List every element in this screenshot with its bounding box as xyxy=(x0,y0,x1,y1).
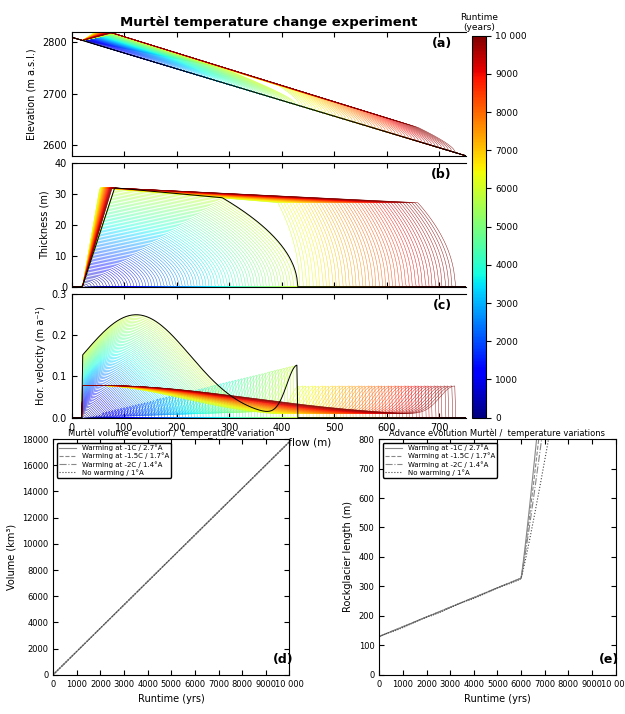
Title: Advance evolution Murtèl /  temperature variations: Advance evolution Murtèl / temperature v… xyxy=(389,429,606,438)
Line: Warming at -1C / 2.7°A: Warming at -1C / 2.7°A xyxy=(53,442,289,675)
Warming at -2C / 1.4°A xyxy=(286,438,293,446)
Warming at -1C / 2.7°A xyxy=(163,558,171,567)
Y-axis label: Volume (km³): Volume (km³) xyxy=(6,524,16,590)
Warming at -1C / 2.7°A xyxy=(424,613,431,621)
Warming at -1C / 2.7°A xyxy=(286,438,293,446)
Warming at -1C / 2.7°A xyxy=(243,480,251,488)
Warming at -1.5C / 1.7°A xyxy=(559,211,567,219)
Warming at -2C / 1.4°A xyxy=(190,532,198,540)
Legend: Warming at -1C / 2.7°A, Warming at -1.5C / 1.7°A, Warming at -2C / 1.4°A, No war: Warming at -1C / 2.7°A, Warming at -1.5C… xyxy=(57,443,171,478)
Warming at -1C / 2.7°A xyxy=(376,632,383,640)
Line: Warming at -2C / 1.4°A: Warming at -2C / 1.4°A xyxy=(53,442,289,675)
Warming at -1C / 2.7°A xyxy=(280,443,288,452)
No warming / 1°A xyxy=(376,632,383,640)
No warming / 1°A xyxy=(612,33,619,41)
Warming at -2C / 1.4°A xyxy=(49,670,57,679)
Text: (c): (c) xyxy=(432,299,452,312)
Text: (b): (b) xyxy=(431,168,452,181)
Warming at -1.5C / 1.7°A xyxy=(162,560,169,568)
Title: Runtime
(years): Runtime (years) xyxy=(460,13,498,32)
No warming / 1°A xyxy=(49,670,57,679)
Warming at -1.5C / 1.7°A xyxy=(163,558,171,567)
Warming at -1C / 2.7°A xyxy=(177,544,185,553)
Warming at -1.5C / 1.7°A xyxy=(390,626,398,635)
No warming / 1°A xyxy=(568,299,576,308)
Warming at -2C / 1.4°A xyxy=(177,544,185,553)
Line: Warming at -2C / 1.4°A: Warming at -2C / 1.4°A xyxy=(379,0,616,636)
Warming at -1C / 2.7°A xyxy=(568,59,576,67)
Warming at -2C / 1.4°A xyxy=(390,626,398,635)
No warming / 1°A xyxy=(424,613,431,621)
Warming at -2C / 1.4°A xyxy=(584,63,592,71)
Warming at -1.5C / 1.7°A xyxy=(49,670,57,679)
Warming at -1.5C / 1.7°A xyxy=(280,443,288,452)
Line: Warming at -1.5C / 1.7°A: Warming at -1.5C / 1.7°A xyxy=(379,0,616,636)
Warming at -2C / 1.4°A xyxy=(568,196,576,204)
Title: Murtèl volume evolution /  temperature variation: Murtèl volume evolution / temperature va… xyxy=(68,429,274,438)
Y-axis label: Thickness (m): Thickness (m) xyxy=(39,191,49,259)
Warming at -1.5C / 1.7°A xyxy=(286,438,293,446)
Line: No warming / 1°A: No warming / 1°A xyxy=(379,37,616,636)
Warming at -2C / 1.4°A xyxy=(376,632,383,640)
No warming / 1°A xyxy=(584,203,592,211)
Text: (a): (a) xyxy=(432,37,452,50)
No warming / 1°A xyxy=(286,438,293,446)
No warming / 1°A xyxy=(163,558,171,567)
Warming at -1.5C / 1.7°A xyxy=(190,532,198,540)
Text: (d): (d) xyxy=(273,653,294,666)
No warming / 1°A xyxy=(177,544,185,553)
Warming at -1C / 2.7°A xyxy=(162,560,169,568)
Warming at -1.5C / 1.7°A xyxy=(568,127,576,136)
Warming at -1C / 2.7°A xyxy=(190,532,198,540)
Warming at -1C / 2.7°A xyxy=(49,670,57,679)
Warming at -2C / 1.4°A xyxy=(280,443,288,452)
No warming / 1°A xyxy=(162,560,169,568)
Y-axis label: Rockglacier length (m): Rockglacier length (m) xyxy=(343,501,353,613)
Warming at -1.5C / 1.7°A xyxy=(376,632,383,640)
No warming / 1°A xyxy=(243,480,251,488)
Warming at -2C / 1.4°A xyxy=(243,480,251,488)
Warming at -1C / 2.7°A xyxy=(390,626,398,635)
Warming at -2C / 1.4°A xyxy=(163,558,171,567)
No warming / 1°A xyxy=(390,626,398,635)
No warming / 1°A xyxy=(600,105,608,114)
X-axis label: Runtime (yrs): Runtime (yrs) xyxy=(138,694,204,704)
Warming at -2C / 1.4°A xyxy=(559,266,567,275)
No warming / 1°A xyxy=(190,532,198,540)
Warming at -1.5C / 1.7°A xyxy=(424,613,431,621)
Y-axis label: Hor. velocity (m a⁻¹): Hor. velocity (m a⁻¹) xyxy=(36,306,46,406)
X-axis label: Runtime (yrs): Runtime (yrs) xyxy=(464,694,531,704)
Line: Warming at -1.5C / 1.7°A: Warming at -1.5C / 1.7°A xyxy=(53,442,289,675)
No warming / 1°A xyxy=(559,351,567,359)
Line: No warming / 1°A: No warming / 1°A xyxy=(53,442,289,675)
Y-axis label: Elevation (m a.s.l.): Elevation (m a.s.l.) xyxy=(27,48,37,140)
Warming at -1.5C / 1.7°A xyxy=(177,544,185,553)
Warming at -1C / 2.7°A xyxy=(559,155,567,164)
X-axis label: Distance along flow (m): Distance along flow (m) xyxy=(207,438,331,448)
Text: Murtèl temperature change experiment: Murtèl temperature change experiment xyxy=(120,16,418,29)
Legend: Warming at -1C / 2.7°A, Warming at -1.5C / 1.7°A, Warming at -2C / 1.4°A, No war: Warming at -1C / 2.7°A, Warming at -1.5C… xyxy=(382,443,497,478)
Text: (e): (e) xyxy=(599,653,619,666)
Warming at -2C / 1.4°A xyxy=(424,613,431,621)
Line: Warming at -1C / 2.7°A: Warming at -1C / 2.7°A xyxy=(379,0,616,636)
No warming / 1°A xyxy=(280,443,288,452)
Warming at -1.5C / 1.7°A xyxy=(243,480,251,488)
Warming at -2C / 1.4°A xyxy=(162,560,169,568)
